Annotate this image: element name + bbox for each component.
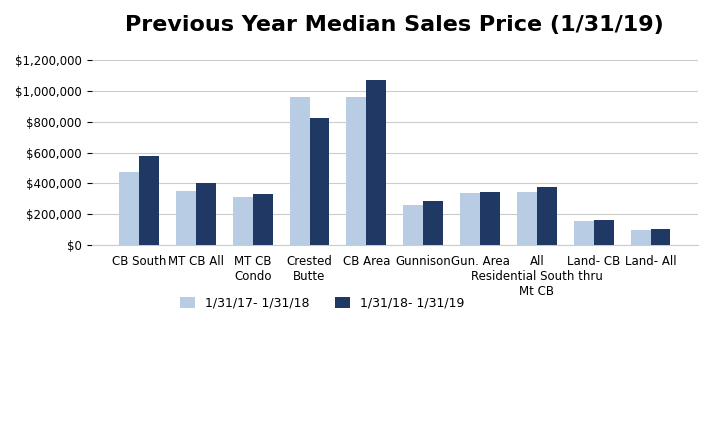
Bar xyxy=(574,221,594,245)
Bar xyxy=(537,187,557,245)
Bar xyxy=(289,97,309,245)
Bar xyxy=(404,205,424,245)
Bar xyxy=(196,184,216,245)
Bar xyxy=(424,201,443,245)
Bar xyxy=(347,97,366,245)
Bar xyxy=(631,230,650,245)
Bar xyxy=(233,197,252,245)
Bar xyxy=(517,192,537,245)
Bar xyxy=(309,118,329,245)
Title: Previous Year Median Sales Price (1/31/19): Previous Year Median Sales Price (1/31/1… xyxy=(125,15,665,35)
Bar xyxy=(252,194,272,245)
Bar xyxy=(480,191,500,245)
Bar xyxy=(460,193,480,245)
Bar xyxy=(594,220,614,245)
Bar xyxy=(176,191,196,245)
Legend: 1/31/17- 1/31/18, 1/31/18- 1/31/19: 1/31/17- 1/31/18, 1/31/18- 1/31/19 xyxy=(175,292,469,315)
Bar xyxy=(650,229,670,245)
Bar xyxy=(366,79,386,245)
Bar xyxy=(119,172,139,245)
Bar xyxy=(139,156,159,245)
